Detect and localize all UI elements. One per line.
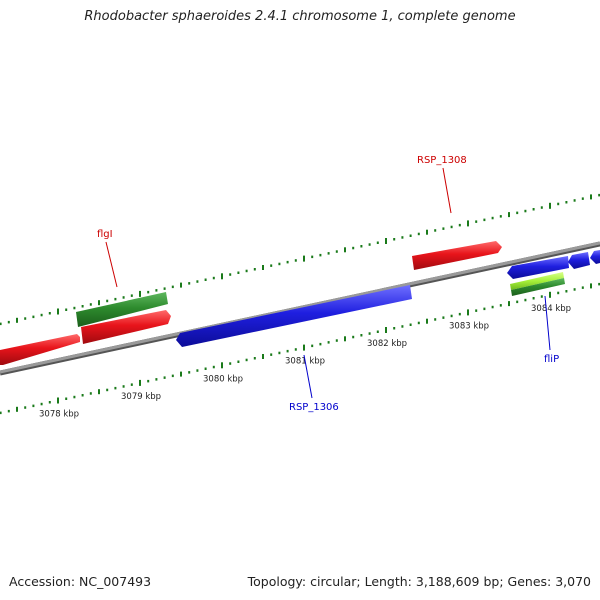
gene-arrow-forward[interactable] <box>81 310 171 344</box>
gene-arrow-flgI[interactable] <box>76 292 168 327</box>
outer-scale-ticks <box>0 193 600 326</box>
genome-stats-text: Topology: circular; Length: 3,188,609 bp… <box>247 574 591 589</box>
leader-flgI <box>105 241 118 288</box>
feature-light-green[interactable] <box>510 272 564 290</box>
gene-label-fliP: fliP <box>544 354 559 365</box>
tick-label-3082: 3082 kbp <box>367 339 407 349</box>
map-title: Rhodobacter sphaeroides 2.4.1 chromosome… <box>84 9 516 24</box>
tick-label-3084: 3084 kbp <box>531 304 571 314</box>
gene-arrow-forward[interactable] <box>0 334 80 365</box>
gene-arrow-reverse[interactable] <box>590 250 600 264</box>
tick-label-3080: 3080 kbp <box>203 374 243 384</box>
tick-label-3078: 3078 kbp <box>39 410 79 420</box>
leader-fliP <box>544 295 551 351</box>
inner-scale-ticks <box>0 282 600 415</box>
tick-label-3083: 3083 kbp <box>449 321 489 331</box>
accession-text: Accession: NC_007493 <box>9 574 152 589</box>
gene-label-RSP_1306: RSP_1306 <box>289 402 339 413</box>
gene-label-flgI: flgI <box>97 229 113 240</box>
gene-label-RSP_1308: RSP_1308 <box>417 155 467 166</box>
backbone-line <box>0 241 600 374</box>
tick-label-3079: 3079 kbp <box>121 392 161 402</box>
gene-arrow-reverse[interactable] <box>568 252 590 269</box>
leader-RSP_1308 <box>442 167 452 214</box>
feature-dark-green[interactable] <box>511 278 565 296</box>
gene-arrow-RSP_1306[interactable] <box>176 285 412 347</box>
gene-arrow-fliP[interactable] <box>507 256 569 279</box>
leader-RSP_1306 <box>303 354 313 399</box>
gene-labels: flgI RSP_1308 RSP_1306 fliP <box>97 155 559 413</box>
gene-arrow-RSP_1308[interactable] <box>412 241 502 270</box>
gene-features <box>0 241 600 365</box>
label-leaders <box>105 167 551 399</box>
